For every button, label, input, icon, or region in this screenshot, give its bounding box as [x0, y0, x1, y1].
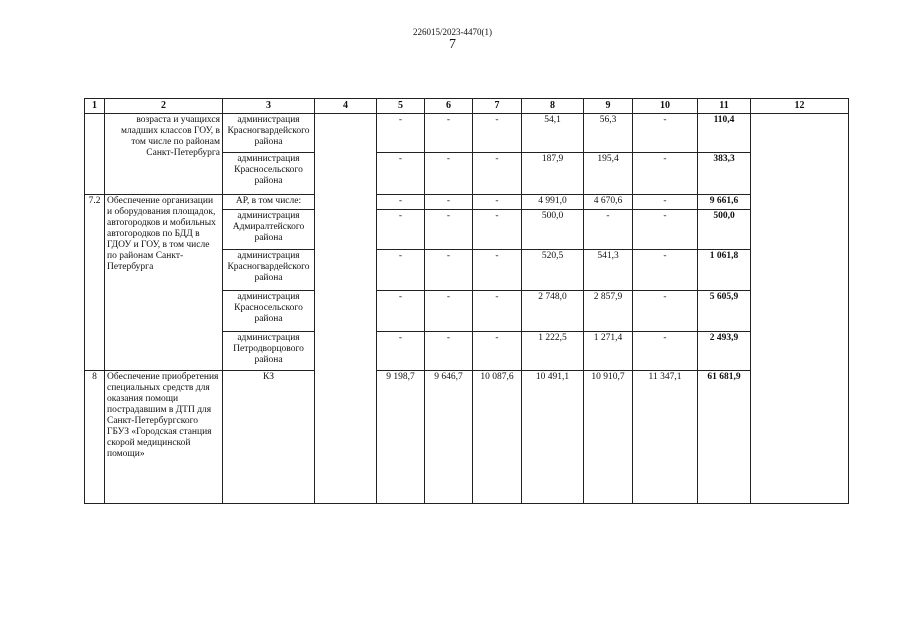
- value-cell-col-8: 4 991,0: [521, 194, 584, 210]
- value-cell-col-8: 187,9: [521, 152, 584, 195]
- column-header-4: 4: [314, 98, 377, 114]
- value-cell-col-5: 9 198,7: [376, 370, 425, 504]
- value-cell-col-8: 500,0: [521, 209, 584, 250]
- value-cell-col-10: -: [632, 113, 698, 153]
- value-cell-col-7: -: [472, 194, 522, 210]
- item-description: Обеспечение приобретения специальных сре…: [104, 370, 223, 504]
- value-cell-col-9: 56,3: [583, 113, 633, 153]
- value-cell-col-5: -: [376, 249, 425, 291]
- item-number: [84, 113, 105, 195]
- value-cell-col-10: 11 347,1: [632, 370, 698, 504]
- column-4-cell: [314, 113, 377, 504]
- item-description: возраста и учащихся младших классов ГОУ,…: [104, 113, 223, 195]
- value-cell-col-11: 5 605,9: [697, 290, 751, 332]
- item-number: 7.2: [84, 194, 105, 371]
- column-header-1: 1: [84, 98, 105, 114]
- column-header-9: 9: [583, 98, 633, 114]
- value-cell-col-9: 4 670,6: [583, 194, 633, 210]
- executor-cell: администрация Красносельского района: [222, 152, 315, 195]
- table-row: администрация Красногвардейского района -…: [85, 249, 849, 291]
- table-row: администрация Красносельского района - - -1…: [85, 152, 849, 195]
- item-description: Обеспечение организации и оборудования п…: [104, 194, 223, 371]
- executor-cell: АР, в том числе:: [222, 194, 315, 210]
- value-cell-col-11: 1 061,8: [697, 249, 751, 291]
- column-12-cell: [750, 113, 849, 504]
- executor-cell: администрация Красногвардейского района: [222, 249, 315, 291]
- document-number: 226015/2023-4470(1): [413, 27, 492, 37]
- value-cell-col-10: -: [632, 152, 698, 195]
- table-row: администрация Петродворцового района - - -1…: [85, 331, 849, 371]
- value-cell-col-9: 541,3: [583, 249, 633, 291]
- column-header-2: 2: [104, 98, 223, 114]
- value-cell-col-7: -: [472, 290, 522, 332]
- value-cell-col-6: 9 646,7: [424, 370, 473, 504]
- column-header-11: 11: [697, 98, 751, 114]
- value-cell-col-9: -: [583, 209, 633, 250]
- page-number: 7: [449, 37, 456, 52]
- value-cell-col-7: -: [472, 331, 522, 371]
- value-cell-col-8: 520,5: [521, 249, 584, 291]
- value-cell-col-8: 2 748,0: [521, 290, 584, 332]
- column-header-8: 8: [521, 98, 584, 114]
- column-header-row: 1 2 3 4 5 6 7 8 9 10 11 12: [84, 98, 849, 114]
- value-cell-col-5: -: [376, 290, 425, 332]
- value-cell-col-6: -: [424, 331, 473, 371]
- value-cell-col-5: -: [376, 194, 425, 210]
- value-cell-col-11: 110,4: [697, 113, 751, 153]
- value-cell-col-10: -: [632, 249, 698, 291]
- value-cell-col-10: -: [632, 290, 698, 332]
- value-cell-col-11: 61 681,9: [697, 370, 751, 504]
- table-row: возраста и учащихся младших классов ГОУ,…: [84, 113, 849, 504]
- column-header-7: 7: [472, 98, 522, 114]
- value-cell-col-5: -: [376, 113, 425, 153]
- item-number: 8: [84, 370, 105, 504]
- value-cell-col-6: -: [424, 152, 473, 195]
- value-cell-col-6: -: [424, 290, 473, 332]
- executor-cell: администрация Петродворцового района: [222, 331, 315, 371]
- value-cell-col-8: 10 491,1: [521, 370, 584, 504]
- column-header-12: 12: [750, 98, 849, 114]
- executor-cell: администрация Адмиралтейского района: [222, 209, 315, 250]
- value-cell-col-11: 500,0: [697, 209, 751, 250]
- column-header-3: 3: [222, 98, 315, 114]
- value-cell-col-8: 54,1: [521, 113, 584, 153]
- value-cell-col-9: 2 857,9: [583, 290, 633, 332]
- table-row: 8 Обеспечение приобретения специальных ср…: [84, 370, 849, 504]
- executor-cell: КЗ: [222, 370, 315, 504]
- value-cell-col-9: 10 910,7: [583, 370, 633, 504]
- value-cell-col-11: 2 493,9: [697, 331, 751, 371]
- value-cell-col-6: -: [424, 249, 473, 291]
- table-row: 7.2 Обеспечение организации и оборудовани…: [84, 194, 849, 371]
- value-cell-col-7: 10 087,6: [472, 370, 522, 504]
- value-cell-col-10: -: [632, 209, 698, 250]
- value-cell-col-6: -: [424, 209, 473, 250]
- program-table: 1 2 3 4 5 6 7 8 9 10 11 12 возраста и учащихся млад…: [84, 98, 849, 504]
- column-header-6: 6: [424, 98, 473, 114]
- column-header-5: 5: [376, 98, 425, 114]
- table-row: администрация Красносельского района - - -2…: [85, 290, 849, 332]
- value-cell-col-5: -: [376, 209, 425, 250]
- value-cell-col-5: -: [376, 152, 425, 195]
- executor-cell: администрация Красносельского района: [222, 290, 315, 332]
- value-cell-col-7: -: [472, 209, 522, 250]
- value-cell-col-7: -: [472, 113, 522, 153]
- value-cell-col-11: 9 661,6: [697, 194, 751, 210]
- value-cell-col-7: -: [472, 152, 522, 195]
- value-cell-col-7: -: [472, 249, 522, 291]
- value-cell-col-10: -: [632, 194, 698, 210]
- value-cell-col-10: -: [632, 331, 698, 371]
- value-cell-col-6: -: [424, 113, 473, 153]
- value-cell-col-8: 1 222,5: [521, 331, 584, 371]
- value-cell-col-5: -: [376, 331, 425, 371]
- value-cell-col-11: 383,3: [697, 152, 751, 195]
- value-cell-col-9: 195,4: [583, 152, 633, 195]
- executor-cell: администрация Красногвардейского района: [222, 113, 315, 153]
- column-header-10: 10: [632, 98, 698, 114]
- value-cell-col-6: -: [424, 194, 473, 210]
- value-cell-col-9: 1 271,4: [583, 331, 633, 371]
